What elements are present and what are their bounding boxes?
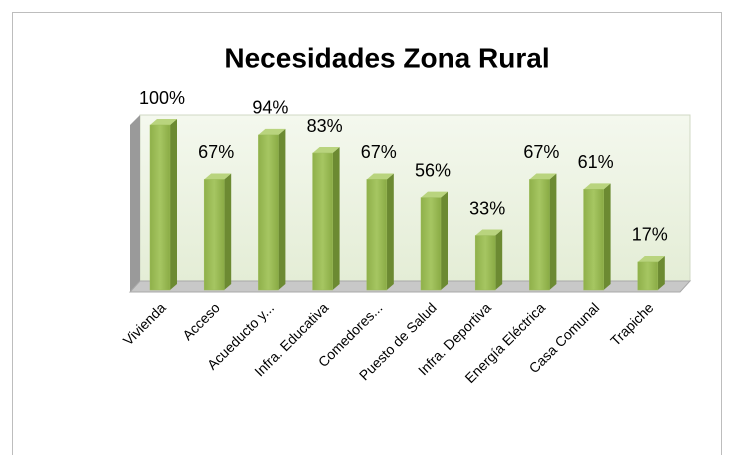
bar-side: [278, 128, 286, 290]
bar: [258, 134, 279, 291]
bar: [474, 235, 496, 291]
bar-top: [529, 173, 557, 180]
data-label: 33%: [469, 198, 505, 218]
data-label: 17%: [632, 225, 668, 245]
bar-top: [366, 173, 394, 180]
bar-top: [150, 119, 177, 125]
bar-top: [475, 229, 503, 236]
data-label: 94%: [252, 98, 288, 118]
bar: [366, 179, 388, 291]
bar-side: [224, 173, 232, 290]
data-label: 67%: [361, 142, 397, 162]
data-label: 61%: [578, 152, 614, 172]
bar-top: [204, 173, 232, 180]
bar: [420, 197, 442, 291]
bar-top: [583, 183, 611, 190]
bar: [637, 261, 659, 291]
bar-side: [170, 119, 177, 290]
data-label: 100%: [139, 88, 185, 108]
bar-top: [637, 255, 665, 262]
bar-side: [657, 255, 665, 290]
bar-side: [603, 183, 611, 290]
chart-title: Necesidades Zona Rural: [224, 42, 549, 73]
data-label: 56%: [415, 160, 451, 180]
side-wall: [130, 115, 140, 292]
bar: [529, 179, 550, 291]
bar-side: [386, 173, 394, 290]
data-label: 67%: [523, 142, 559, 162]
bar: [149, 124, 171, 291]
bar-top: [258, 128, 286, 135]
bar-side: [549, 173, 557, 290]
bar-side: [332, 147, 340, 290]
bar-top: [312, 147, 340, 154]
bar: [203, 179, 225, 291]
bar: [312, 152, 333, 291]
bar-top: [421, 191, 448, 198]
data-label: 83%: [307, 116, 343, 136]
bar-side: [441, 191, 448, 290]
data-label: 67%: [198, 142, 234, 162]
bar: [583, 189, 604, 291]
bar-side: [495, 229, 503, 290]
